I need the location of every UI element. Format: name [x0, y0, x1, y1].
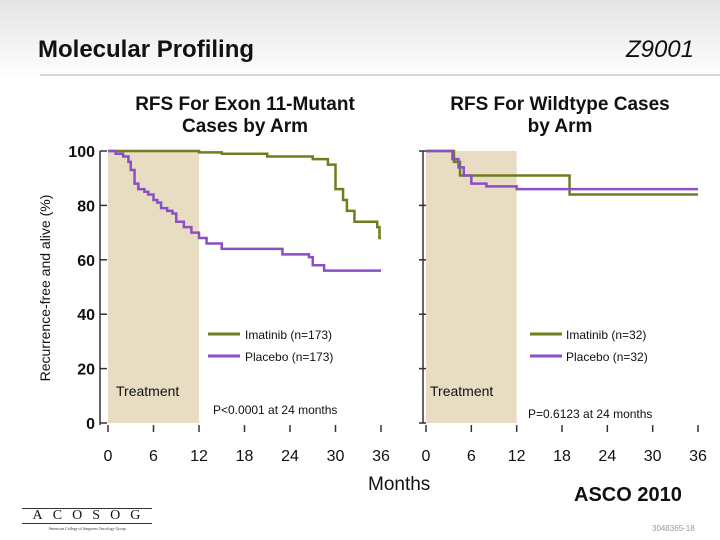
slide-title: Molecular Profiling [38, 36, 255, 63]
y-tick-label: 0 [86, 416, 95, 433]
y-tick-label: 60 [77, 253, 95, 270]
conference-label: ASCO 2010 [574, 484, 682, 506]
treatment-band [426, 151, 517, 423]
x-tick-label: 36 [372, 448, 390, 465]
p-value-label: P<0.0001 at 24 months [213, 403, 337, 417]
x-tick-label: 36 [689, 448, 707, 465]
series-line-placebo [108, 149, 381, 272]
chart-title-exon11: RFS For Exon 11-Mutant Cases by Arm [135, 94, 355, 137]
logo-letter: A [32, 508, 44, 523]
y-tick-label: 100 [68, 144, 95, 161]
x-tick-label: 18 [236, 448, 254, 465]
x-tick-label: 18 [553, 448, 571, 465]
series-line-placebo [426, 149, 698, 191]
legend-label: Imatinib (n=32) [566, 328, 646, 342]
header-band [0, 0, 720, 80]
logo-letter: O [110, 508, 122, 523]
study-id: Z9001 [625, 36, 694, 63]
x-tick-label: 12 [508, 448, 526, 465]
x-tick-label: 30 [644, 448, 662, 465]
treatment-label: Treatment [116, 383, 179, 399]
y-tick-label: 20 [77, 362, 95, 379]
slide-id: 3048365-18 [652, 524, 695, 533]
legend-label: Placebo (n=173) [245, 350, 333, 364]
x-tick-label: 0 [422, 448, 431, 465]
x-axis-label: Months [368, 474, 431, 495]
x-tick-label: 0 [104, 448, 113, 465]
y-tick-label: 80 [77, 198, 95, 215]
x-tick-label: 6 [467, 448, 476, 465]
logo-letter: C [52, 508, 64, 523]
x-tick-label: 30 [327, 448, 345, 465]
treatment-label: Treatment [430, 383, 493, 399]
chart-title-wildtype: RFS For Wildtype Cases by Arm [450, 94, 670, 137]
logo-letter: S [92, 508, 102, 523]
x-tick-label: 6 [149, 448, 158, 465]
header-divider [40, 74, 720, 76]
x-tick-label: 24 [598, 448, 616, 465]
logo-letter: O [72, 508, 84, 523]
logo-letter: G [130, 508, 142, 523]
series-line-imatinib [108, 149, 381, 240]
p-value-label: P=0.6123 at 24 months [528, 407, 652, 421]
legend-label: Imatinib (n=173) [245, 328, 332, 342]
y-tick-label: 40 [77, 307, 95, 324]
x-tick-label: 12 [190, 448, 208, 465]
logo-subtitle: American College of Surgeons Oncology Gr… [48, 526, 126, 531]
legend-label: Placebo (n=32) [566, 350, 648, 364]
x-tick-label: 24 [281, 448, 299, 465]
